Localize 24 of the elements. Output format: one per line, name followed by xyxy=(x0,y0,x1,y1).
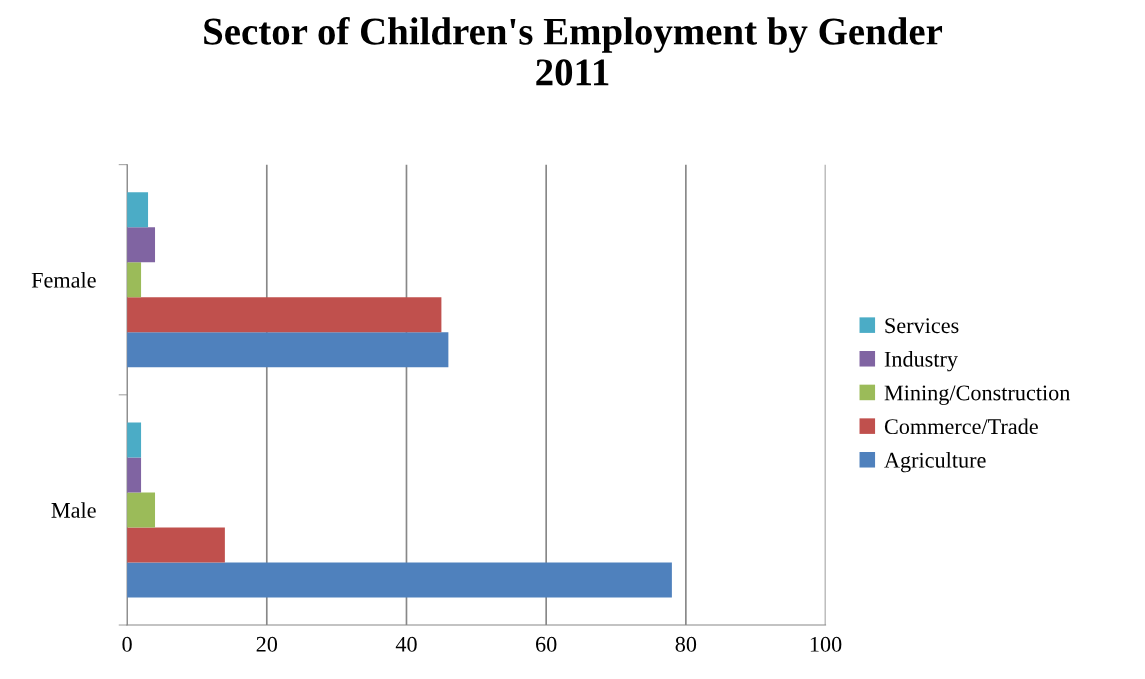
legend-label: Industry xyxy=(884,351,958,372)
bar xyxy=(127,332,449,368)
bar xyxy=(127,297,442,333)
legend-label: Commerce/Trade xyxy=(884,418,1038,435)
x-tick-label: 40 xyxy=(395,636,417,652)
bar xyxy=(127,492,156,528)
bar xyxy=(127,262,142,298)
legend-label: Mining/Construction xyxy=(884,385,1071,406)
x-tick-label: 100 xyxy=(810,636,842,652)
x-tick-label: 20 xyxy=(256,636,278,652)
bar xyxy=(127,527,225,563)
chart-title: Sector of Children's Employment by Gender 2011 xyxy=(204,16,943,86)
bar xyxy=(127,562,672,598)
legend-label: Agriculture xyxy=(884,452,986,473)
bar xyxy=(127,192,149,228)
bar xyxy=(127,422,142,458)
bar xyxy=(127,227,156,263)
x-tick-label: 60 xyxy=(536,636,557,652)
x-tick-label: 80 xyxy=(675,636,697,652)
y-tick-label: Female xyxy=(31,272,96,288)
legend-label: Services xyxy=(885,318,959,334)
x-tick-label: 0 xyxy=(122,636,132,652)
bar xyxy=(127,457,142,493)
y-tick-label: Male xyxy=(51,502,96,518)
